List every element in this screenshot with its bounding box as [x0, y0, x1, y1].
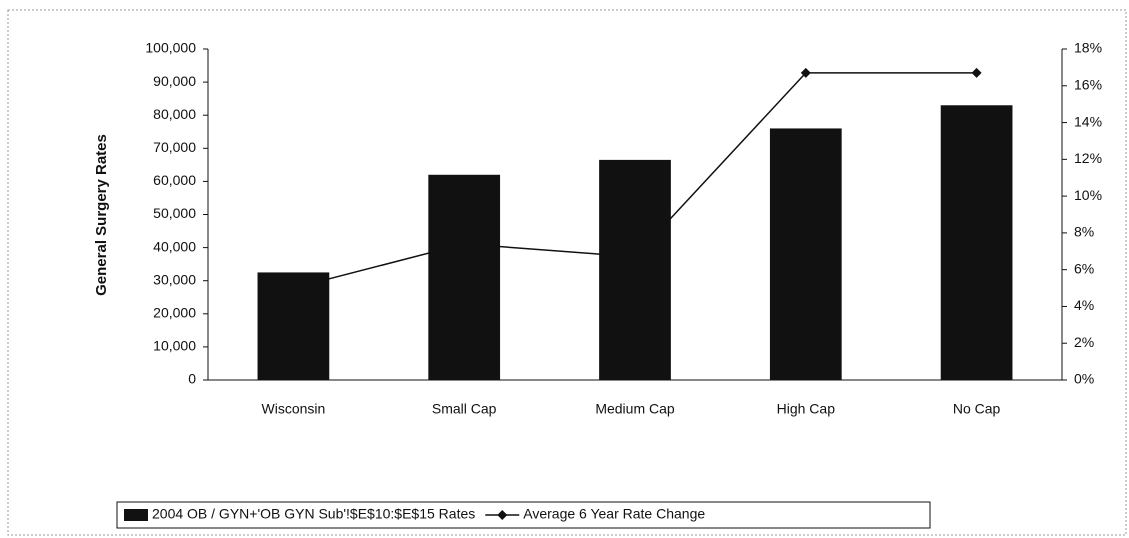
- y-tick-label: 0: [188, 371, 196, 387]
- y-tick-label: 50,000: [153, 205, 196, 221]
- chart-border: [7, 9, 1127, 536]
- y-tick-label: 70,000: [153, 139, 196, 155]
- x-tick-label: Small Cap: [432, 401, 497, 417]
- y-tick-label: 90,000: [153, 73, 196, 89]
- bar: [428, 174, 501, 380]
- legend-swatch: [124, 509, 148, 521]
- y-tick-label: 20,000: [153, 305, 196, 321]
- y-tick-label: 100,000: [145, 40, 196, 56]
- x-tick-label: No Cap: [953, 401, 1001, 417]
- line-marker: [971, 67, 982, 78]
- y-tick-label: 30,000: [153, 271, 196, 287]
- y2-tick-label: 0%: [1074, 371, 1094, 387]
- y2-tick-label: 16%: [1074, 76, 1102, 92]
- y-tick-label: 60,000: [153, 172, 196, 188]
- y-tick-label: 40,000: [153, 238, 196, 254]
- legend-box: [116, 501, 931, 529]
- y-axis-label: General Surgery Rates: [93, 134, 110, 296]
- y2-tick-label: 18%: [1074, 40, 1102, 56]
- bar: [769, 128, 842, 380]
- y2-tick-label: 8%: [1074, 224, 1094, 240]
- y2-tick-label: 12%: [1074, 150, 1102, 166]
- bar: [599, 159, 671, 380]
- line-marker: [288, 283, 299, 294]
- bar: [940, 105, 1013, 381]
- line-marker: [630, 251, 640, 262]
- y-tick-label: 10,000: [153, 338, 196, 354]
- x-tick-label: High Cap: [777, 401, 836, 417]
- y2-tick-label: 14%: [1074, 113, 1102, 129]
- legend-label: Average 6 Year Rate Change: [523, 506, 705, 522]
- y2-tick-label: 6%: [1074, 260, 1094, 276]
- x-tick-label: Medium Cap: [595, 401, 675, 417]
- legend-label: 2004 OB / GYN+'OB GYN Sub'!$E$10:$E$15 R…: [152, 506, 475, 522]
- y2-tick-label: 4%: [1074, 297, 1094, 313]
- y-tick-label: 80,000: [153, 106, 196, 122]
- y2-tick-label: 2%: [1074, 334, 1094, 350]
- line-marker: [459, 238, 470, 249]
- legend-swatch-marker: [497, 510, 508, 520]
- line-marker: [800, 67, 811, 78]
- y2-tick-label: 10%: [1074, 187, 1102, 203]
- x-tick-label: Wisconsin: [262, 401, 326, 417]
